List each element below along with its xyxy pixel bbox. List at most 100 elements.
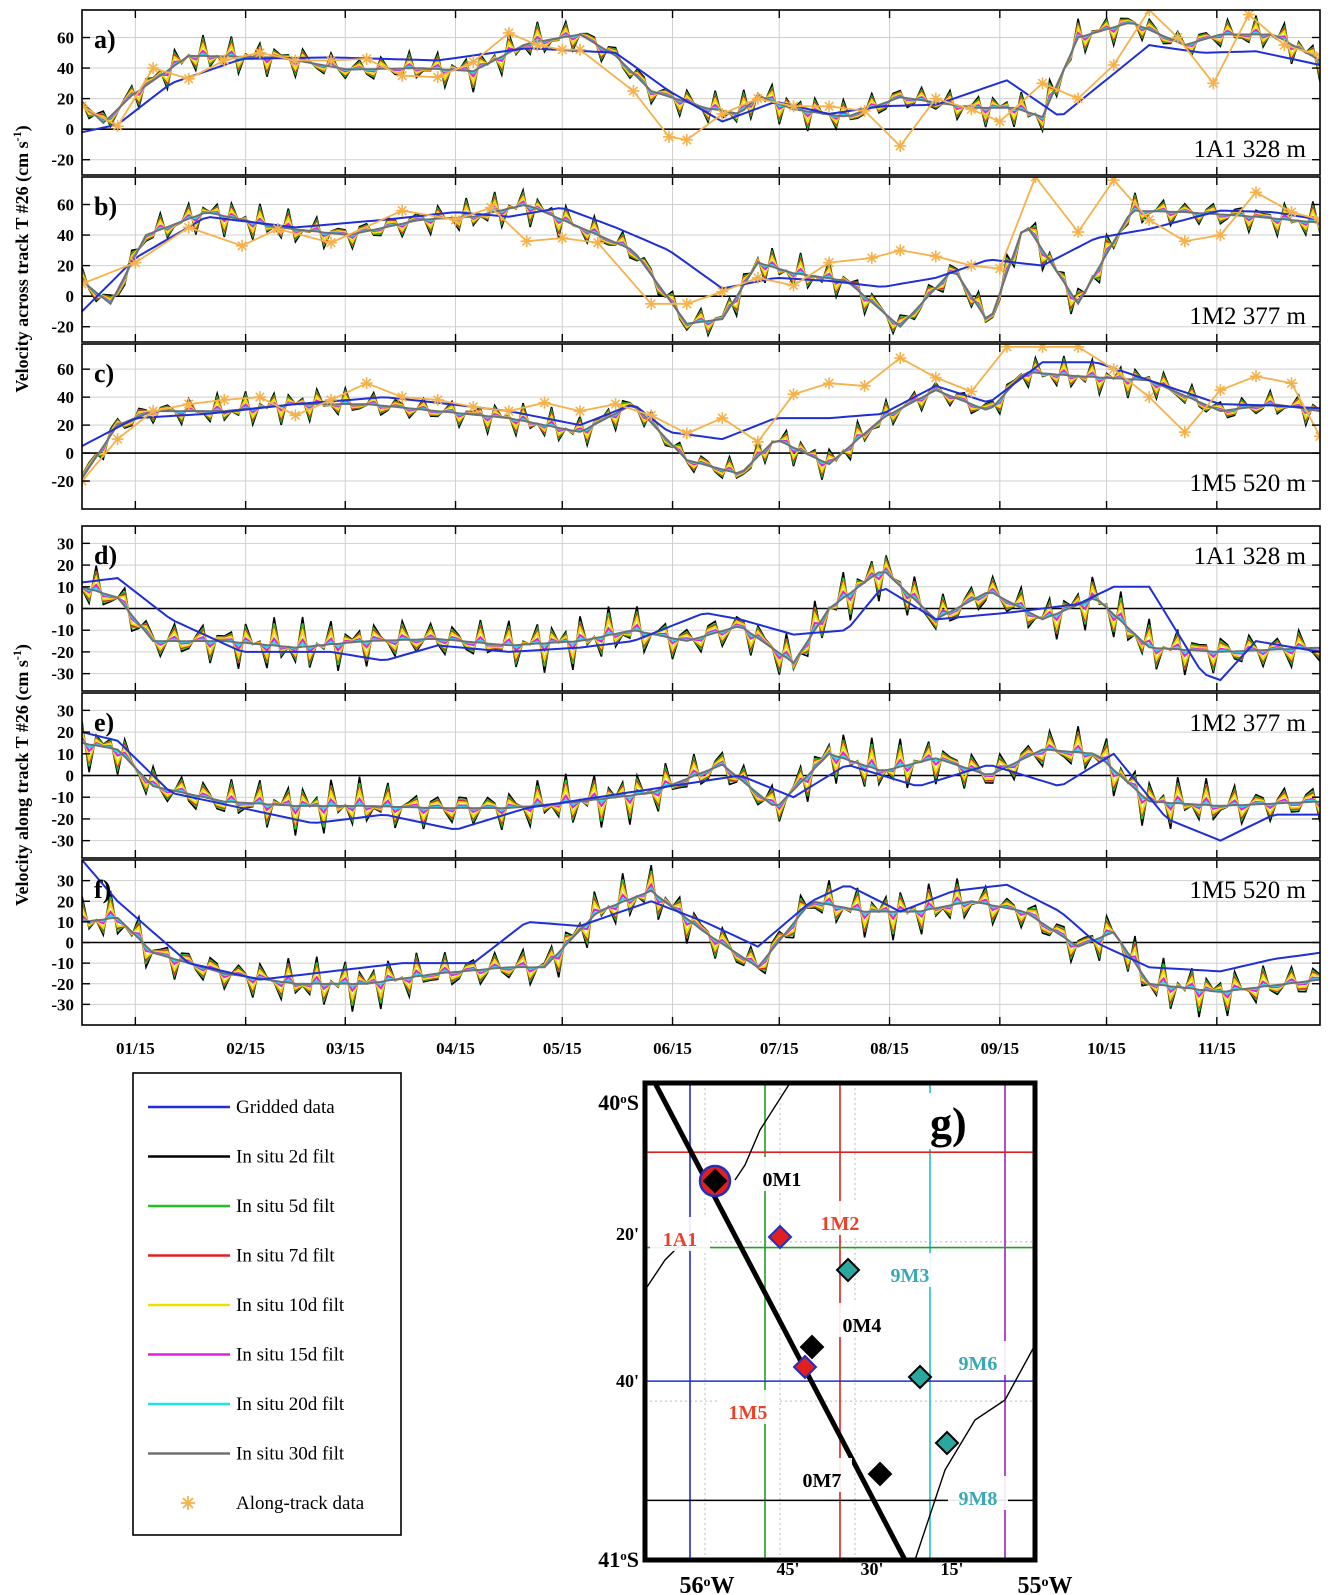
y-axis-label-along: Velocity along track T #26 (cm s-1) bbox=[10, 644, 33, 906]
station-label-bg bbox=[650, 1217, 710, 1251]
series-in-situ-10d-filt bbox=[82, 194, 1320, 331]
satellite-track-line bbox=[652, 1081, 908, 1562]
legend: Gridded data In situ 2d filt In situ 5d fi… bbox=[132, 1072, 402, 1536]
along-track-star-stroke bbox=[753, 437, 763, 447]
along-track-point bbox=[325, 236, 337, 249]
station-name: 9M3 bbox=[891, 1265, 930, 1287]
along-track-point bbox=[396, 69, 409, 82]
along-track-star-stroke bbox=[326, 237, 336, 248]
along-track-point bbox=[1143, 391, 1156, 404]
along-track-star-stroke bbox=[753, 272, 763, 283]
along-track-point bbox=[1143, 10, 1156, 16]
along-track-star-stroke bbox=[824, 101, 834, 112]
along-track-point bbox=[894, 244, 907, 257]
along-track-star-stroke bbox=[532, 40, 543, 50]
y-tick-label: 60 bbox=[57, 360, 74, 379]
along-track-point bbox=[929, 371, 942, 384]
along-track-point bbox=[716, 412, 729, 425]
y-tick-label: -30 bbox=[51, 995, 74, 1014]
along-track-star-stroke bbox=[575, 44, 585, 55]
along-track-star-stroke bbox=[183, 222, 194, 233]
along-track-star-stroke bbox=[112, 434, 123, 444]
x-tick-label: 09/15 bbox=[980, 1039, 1019, 1058]
along-track-point bbox=[360, 377, 373, 390]
along-track-star-stroke bbox=[610, 399, 621, 409]
series-in-situ-10d-filt bbox=[82, 730, 1320, 826]
along-track-star-stroke bbox=[1244, 10, 1254, 20]
legend-label: In situ 2d filt bbox=[236, 1147, 335, 1168]
along-track-point bbox=[787, 388, 800, 401]
y-tick-label: 60 bbox=[57, 29, 74, 48]
along-track-star-stroke bbox=[1108, 364, 1119, 375]
along-track-point bbox=[716, 285, 729, 298]
series bbox=[82, 555, 1320, 682]
y-tick-label: 30 bbox=[57, 701, 74, 720]
along-track-point bbox=[1250, 370, 1262, 383]
along-track-star-stroke bbox=[681, 135, 692, 145]
station-label: 1M5 520 m bbox=[1189, 877, 1306, 904]
along-track-star-stroke bbox=[148, 406, 158, 416]
along-track-star-stroke bbox=[930, 93, 941, 104]
series bbox=[82, 344, 1320, 487]
lat-label: 40' bbox=[616, 1371, 639, 1391]
map-label-bg bbox=[915, 1093, 1003, 1149]
panel-a: -20 0 20 40 60 a) 1A1 328 m bbox=[51, 9, 1321, 176]
series-in-situ-30d-filt bbox=[82, 571, 1320, 665]
along-track-point bbox=[865, 252, 878, 264]
along-track-point bbox=[485, 201, 498, 214]
along-track-point bbox=[218, 393, 231, 406]
along-track-point bbox=[823, 100, 836, 113]
station-label-bg bbox=[948, 1476, 1008, 1510]
along-track-point bbox=[787, 100, 800, 113]
along-track-star-stroke bbox=[1144, 10, 1151, 15]
station-label-bg bbox=[832, 1303, 892, 1337]
station-diamond bbox=[702, 1168, 728, 1194]
along-track-star-stroke bbox=[432, 395, 443, 405]
y-tick-label: 0 bbox=[66, 600, 75, 619]
along-track-star-stroke bbox=[1208, 78, 1219, 89]
along-track-star-stroke bbox=[1144, 214, 1155, 225]
legend-item: In situ 20d filt bbox=[148, 1394, 345, 1415]
map-contour bbox=[914, 1344, 1036, 1561]
along-track-point bbox=[325, 54, 337, 67]
panel-frame bbox=[81, 9, 1321, 176]
along-track-point bbox=[1107, 363, 1120, 376]
x-tick-label: 02/15 bbox=[226, 1039, 265, 1058]
along-track-point bbox=[556, 43, 569, 56]
along-track-star-stroke bbox=[82, 476, 87, 483]
along-track-star-stroke bbox=[272, 224, 283, 234]
along-track-star-stroke bbox=[82, 479, 87, 486]
along-track-point bbox=[147, 405, 160, 418]
along-track-star-stroke bbox=[1215, 385, 1226, 395]
along-track-point bbox=[1171, 31, 1184, 44]
station-name: 0M7 bbox=[803, 1470, 842, 1492]
y-tick-label: -20 bbox=[51, 810, 74, 829]
legend-label: In situ 20d filt bbox=[236, 1394, 345, 1415]
along-track-star-stroke bbox=[504, 406, 514, 416]
lon-label: 15' bbox=[940, 1559, 963, 1579]
along-track-star-stroke bbox=[397, 392, 408, 402]
along-track-star-stroke bbox=[966, 260, 977, 271]
along-track-star-stroke bbox=[646, 410, 657, 421]
along-track-star-stroke bbox=[82, 282, 87, 289]
y-tick-label: -20 bbox=[51, 643, 74, 662]
along-track-star-stroke bbox=[1144, 392, 1155, 402]
along-track-point bbox=[1314, 213, 1320, 226]
along-track-point bbox=[236, 239, 249, 252]
along-track-point bbox=[182, 221, 195, 234]
along-track-point bbox=[823, 256, 836, 269]
along-track-point bbox=[1036, 344, 1049, 353]
series-in-situ-30d-filt bbox=[82, 889, 1320, 993]
along-track-star-stroke bbox=[290, 410, 301, 421]
along-track-star-stroke bbox=[112, 121, 123, 131]
along-track-point bbox=[894, 140, 907, 152]
station-label: 1M5 520 m bbox=[1189, 470, 1306, 497]
along-track-star-stroke bbox=[397, 205, 408, 216]
x-tick-label: 04/15 bbox=[436, 1039, 475, 1058]
panel-d: -30 -20 -10 0 10 20 30 d) 1A1 328 m bbox=[51, 525, 1321, 692]
y-tick-label: 20 bbox=[57, 257, 74, 276]
map-panel: 0M1 1A1 1M2 9M3 0M4 1M5 9M6 0M7 9M8 g) 40oS 20' 40' 4… bbox=[598, 1080, 1073, 1595]
along-track-star-stroke bbox=[866, 253, 877, 263]
along-track-point bbox=[1207, 77, 1220, 90]
along-track-point bbox=[680, 133, 693, 146]
